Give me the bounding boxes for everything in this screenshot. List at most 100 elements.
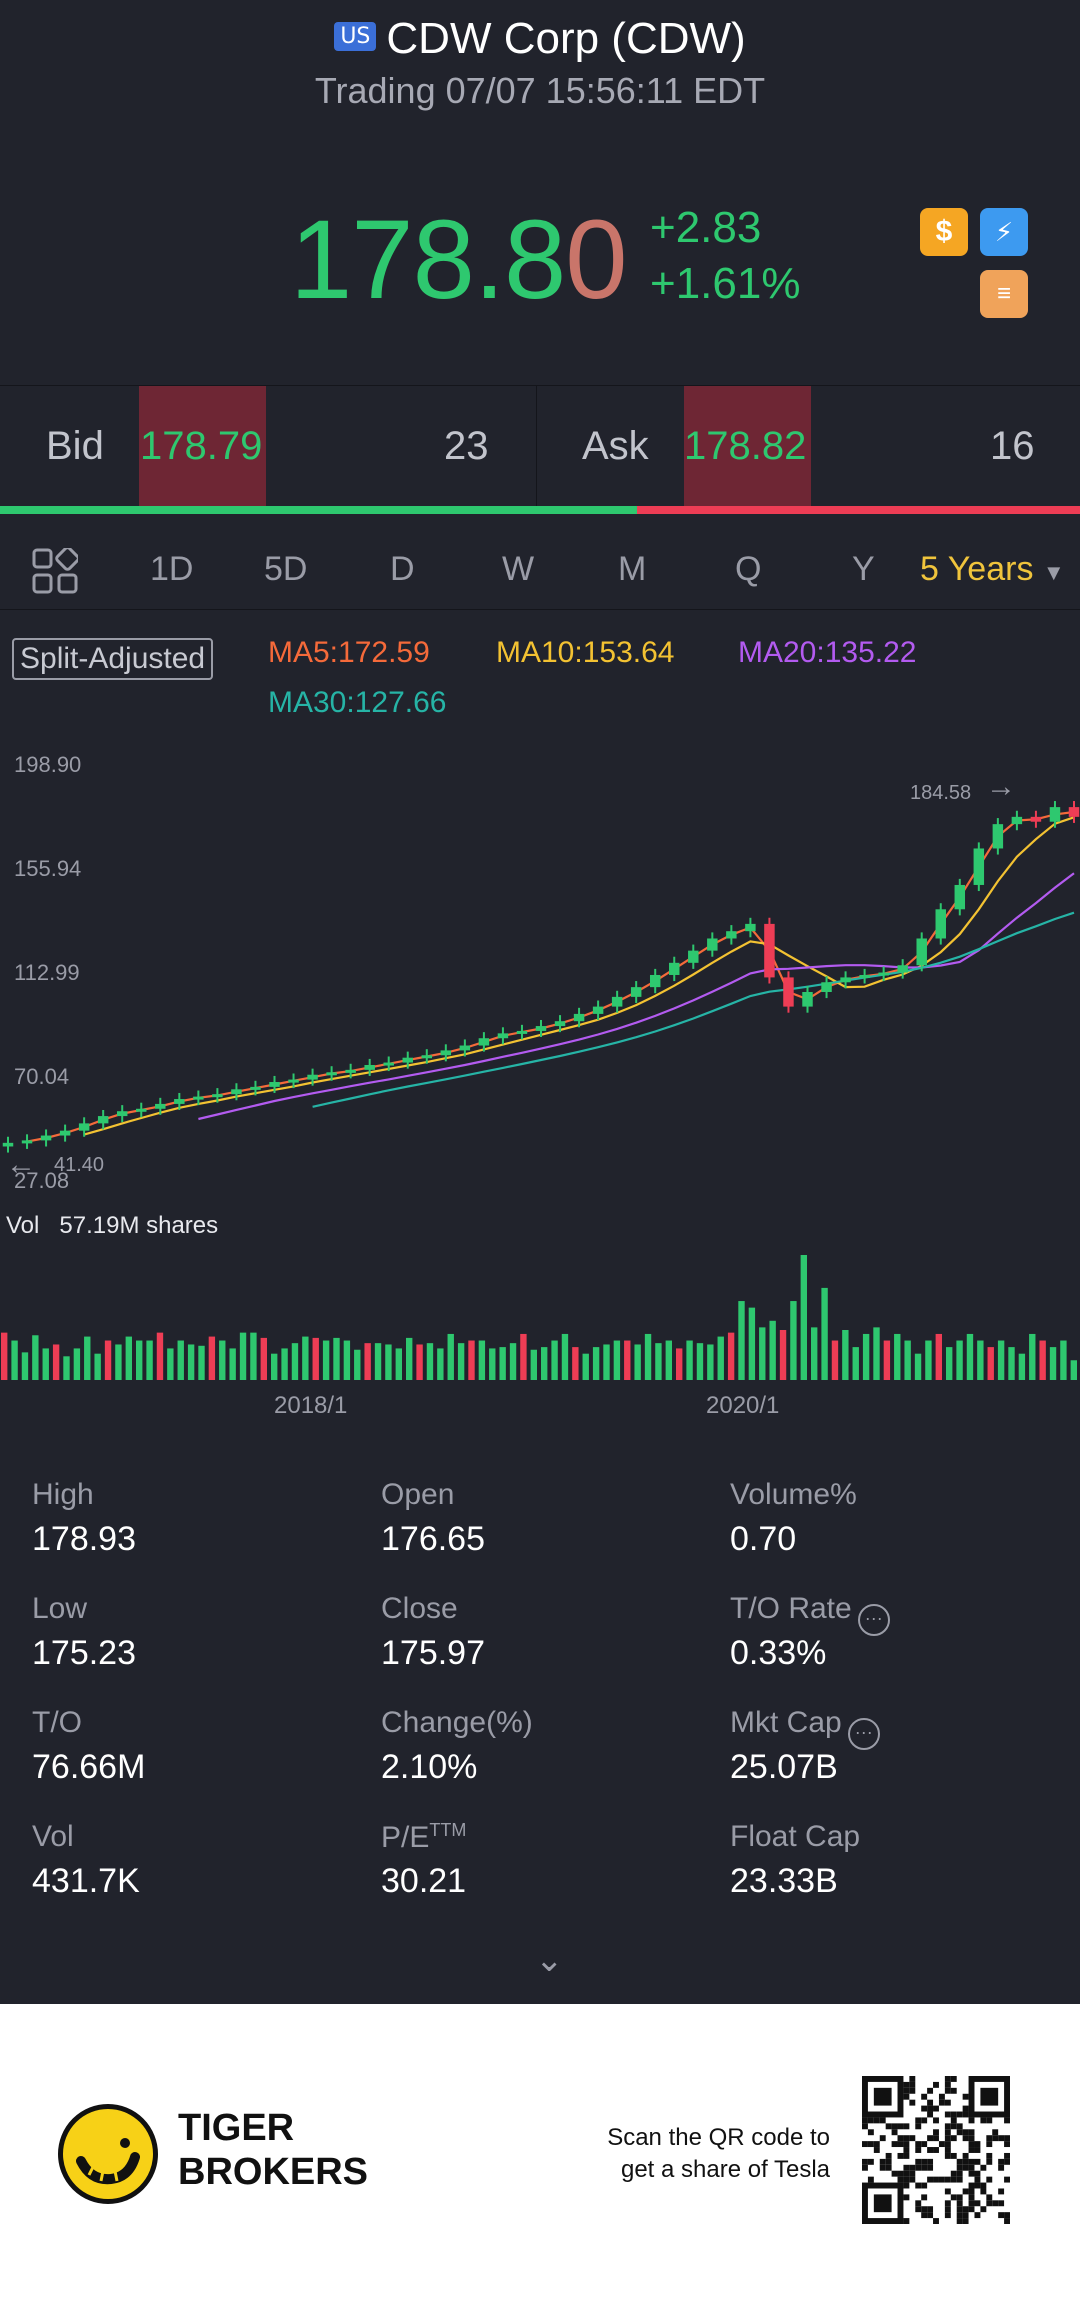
stock-header: US CDW Corp (CDW) Trading 07/07 15:56:11 … [0, 0, 1080, 385]
tab-month[interactable]: M [618, 550, 647, 588]
volume-bar [551, 1340, 558, 1380]
promo-footer: TIGER BROKERS Scan the QR code to get a … [0, 2004, 1080, 2297]
volume-bar [592, 1347, 600, 1380]
volume-bar [530, 1349, 537, 1380]
candle [878, 966, 889, 982]
bid-qty: 23 [444, 424, 489, 468]
candle [21, 1134, 33, 1149]
volume-bar [354, 1349, 361, 1380]
tab-day[interactable]: D [390, 550, 415, 588]
candle [954, 878, 966, 916]
ma10-value: MA10:153.64 [496, 636, 675, 669]
volume-bar [748, 1307, 756, 1380]
volume-bar [437, 1348, 444, 1380]
tab-5d[interactable]: 5D [264, 550, 308, 588]
arrow-left-icon: ← [6, 1148, 36, 1181]
volume-bar [1060, 1340, 1067, 1380]
stat-label: Float Cap [730, 1820, 861, 1853]
tab-5-years[interactable]: 5 Years ▼ [920, 550, 1065, 588]
volume-bar [759, 1327, 766, 1380]
volume-bar [271, 1353, 278, 1380]
volume-bar [42, 1348, 49, 1380]
volume-bar [811, 1327, 818, 1380]
more-info-icon[interactable]: ··· [847, 1718, 880, 1750]
candle [116, 1105, 128, 1123]
chevron-down-icon[interactable]: ⌄ [535, 1941, 564, 1979]
candle [97, 1109, 109, 1130]
candle [307, 1068, 318, 1086]
volume-bar [790, 1301, 797, 1380]
qr-code[interactable] [862, 2076, 1010, 2224]
volume-bar [665, 1340, 672, 1380]
volume-bar [343, 1340, 351, 1380]
candle [973, 842, 985, 892]
volume-bar [385, 1344, 392, 1380]
volume-bar [925, 1340, 932, 1380]
candle [459, 1039, 471, 1057]
volume-bar [156, 1332, 164, 1380]
volume-bar [395, 1348, 402, 1380]
candle [250, 1080, 261, 1096]
divider [536, 386, 537, 507]
volume-bar [1049, 1347, 1057, 1380]
candle [573, 1007, 585, 1028]
volume-bar [727, 1332, 735, 1380]
candle [707, 932, 718, 957]
y-tick-label: 27.08 [14, 1168, 70, 1193]
bid-ask-panel: Bid 178.79 23 Ask 178.82 16 [0, 385, 1080, 507]
volume-chart[interactable] [0, 1240, 1080, 1385]
more-info-icon[interactable]: ··· [857, 1604, 890, 1636]
lightning-icon[interactable]: ⚡ [980, 208, 1028, 256]
volume-bar [198, 1345, 205, 1380]
volume-bar [707, 1344, 714, 1380]
layers-icon[interactable]: ≡ [980, 270, 1028, 318]
volume-bar [572, 1347, 579, 1380]
stat-label: Close [381, 1592, 458, 1625]
bid-price: 178.79 [140, 424, 263, 468]
dollar-icon[interactable]: $ [920, 208, 968, 256]
stock-name: CDW Corp (CDW) [386, 14, 746, 63]
candle [935, 903, 946, 945]
stat-label: Volume% [730, 1478, 857, 1511]
volume-bar [603, 1344, 610, 1380]
volume-bar [1070, 1360, 1077, 1380]
ask-price: 178.82 [684, 424, 807, 468]
change-pct: +1.61% [650, 259, 801, 308]
volume-bar [842, 1330, 849, 1380]
period-tabs: 1D 5D D W M Q Y 5 Years ▼ [0, 530, 1080, 610]
bid-label: Bid [46, 424, 104, 468]
volume-bar [239, 1332, 247, 1380]
stat-value: 431.7K [32, 1862, 140, 1900]
tab-quarter[interactable]: Q [735, 550, 762, 588]
tab-week[interactable]: W [502, 550, 535, 588]
candle [859, 968, 870, 984]
ma5-value: MA5:172.59 [268, 636, 430, 669]
volume-bar [624, 1340, 631, 1380]
candle [649, 968, 661, 994]
candle [783, 971, 794, 1013]
y-tick-label: 70.04 [14, 1064, 70, 1089]
volume-bar [374, 1343, 382, 1380]
x-tick-label: 2018/1 [274, 1392, 348, 1419]
candle [421, 1049, 433, 1064]
candle [840, 971, 851, 989]
price-chart[interactable] [0, 740, 1080, 1200]
stat-value: 175.23 [32, 1634, 136, 1672]
candle [688, 944, 699, 969]
stat-value: 30.21 [381, 1862, 467, 1900]
split-adjusted-toggle[interactable]: Split-Adjusted [12, 638, 214, 680]
grid-icon[interactable] [32, 548, 78, 594]
volume-bar [644, 1333, 652, 1380]
tab-year[interactable]: Y [852, 550, 875, 588]
volume-bar [1018, 1353, 1026, 1380]
ma10-line [83, 816, 1075, 1136]
tab-1d[interactable]: 1D [150, 550, 194, 588]
volume-bar [956, 1340, 963, 1380]
volume-bar [946, 1347, 953, 1380]
candle [345, 1063, 356, 1079]
volume-bar [73, 1348, 81, 1380]
volume-bar [406, 1337, 413, 1380]
volume-bar [167, 1348, 174, 1380]
stat-value: 175.97 [381, 1634, 485, 1672]
volume-bar [63, 1356, 70, 1380]
